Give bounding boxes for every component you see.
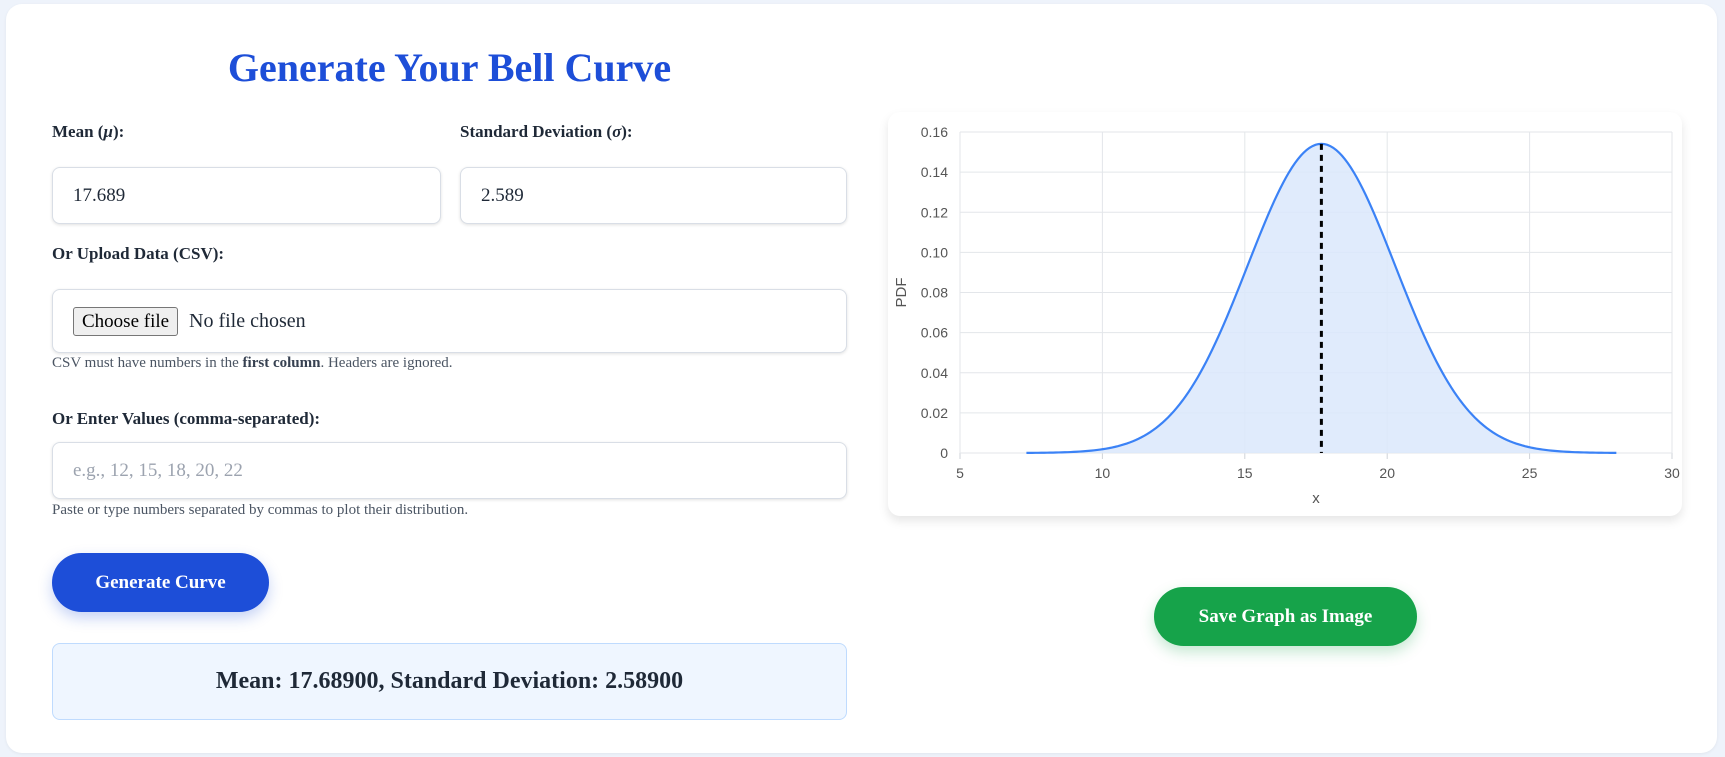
choose-file-button[interactable]: Choose file bbox=[73, 307, 179, 336]
mean-input[interactable] bbox=[52, 167, 441, 224]
values-label: Or Enter Values (comma-separated): bbox=[52, 409, 321, 428]
generate-curve-button[interactable]: Generate Curve bbox=[52, 553, 269, 612]
main-card: Generate Your Bell Curve Mean (μ): Stand… bbox=[6, 4, 1717, 753]
pdf-curve-line bbox=[1026, 142, 1617, 454]
y-axis-label: PDF bbox=[893, 278, 910, 308]
result-box: Mean: 17.68900, Standard Deviation: 2.58… bbox=[52, 643, 847, 720]
x-axis-label: x bbox=[1312, 490, 1320, 507]
sd-label: Standard Deviation (σ): bbox=[460, 122, 633, 141]
sd-input[interactable] bbox=[460, 167, 847, 224]
x-tick-label: 25 bbox=[1522, 465, 1538, 481]
values-hint: Paste or type numbers separated by comma… bbox=[52, 502, 469, 518]
values-input[interactable] bbox=[52, 442, 847, 499]
x-tick-label: 30 bbox=[1664, 465, 1680, 481]
csv-upload-field[interactable]: Choose file No file chosen bbox=[52, 289, 847, 353]
y-tick-label: 0.04 bbox=[921, 365, 948, 381]
x-tick-label: 20 bbox=[1379, 465, 1395, 481]
chart-container: 5 10 15 20 25 30 0 0.02 0.04 0.06 0.08 0.10 0.12 0.14… bbox=[888, 112, 1682, 516]
y-tick-label: 0.14 bbox=[921, 164, 948, 180]
upload-label: Or Upload Data (CSV): bbox=[52, 244, 225, 263]
x-tick-label: 10 bbox=[1095, 465, 1111, 481]
y-tick-label: 0.12 bbox=[921, 204, 948, 220]
y-tick-label: 0.02 bbox=[921, 405, 948, 421]
sigma-symbol: σ bbox=[612, 122, 622, 141]
no-file-text: No file chosen bbox=[189, 310, 306, 332]
y-tick-label: 0.08 bbox=[921, 285, 948, 301]
save-graph-button[interactable]: Save Graph as Image bbox=[1154, 587, 1417, 646]
x-tick-label: 15 bbox=[1237, 465, 1253, 481]
result-text: Mean: 17.68900, Standard Deviation: 2.58… bbox=[215, 668, 684, 694]
y-tick-label: 0.10 bbox=[921, 244, 948, 260]
csv-hint: CSV must have numbers in the first colum… bbox=[52, 355, 453, 371]
mean-label: Mean (μ): bbox=[52, 122, 125, 141]
x-tick-label: 5 bbox=[956, 465, 964, 481]
y-tick-label: 0.06 bbox=[921, 325, 948, 341]
bell-curve-chart: 5 10 15 20 25 30 0 0.02 0.04 0.06 0.08 0.10 0.12 0.14… bbox=[893, 124, 1680, 507]
y-tick-label: 0.16 bbox=[921, 124, 948, 140]
mu-symbol: μ bbox=[103, 122, 113, 141]
y-tick-label: 0 bbox=[940, 445, 948, 461]
page-title: Generate Your Bell Curve bbox=[227, 45, 672, 90]
